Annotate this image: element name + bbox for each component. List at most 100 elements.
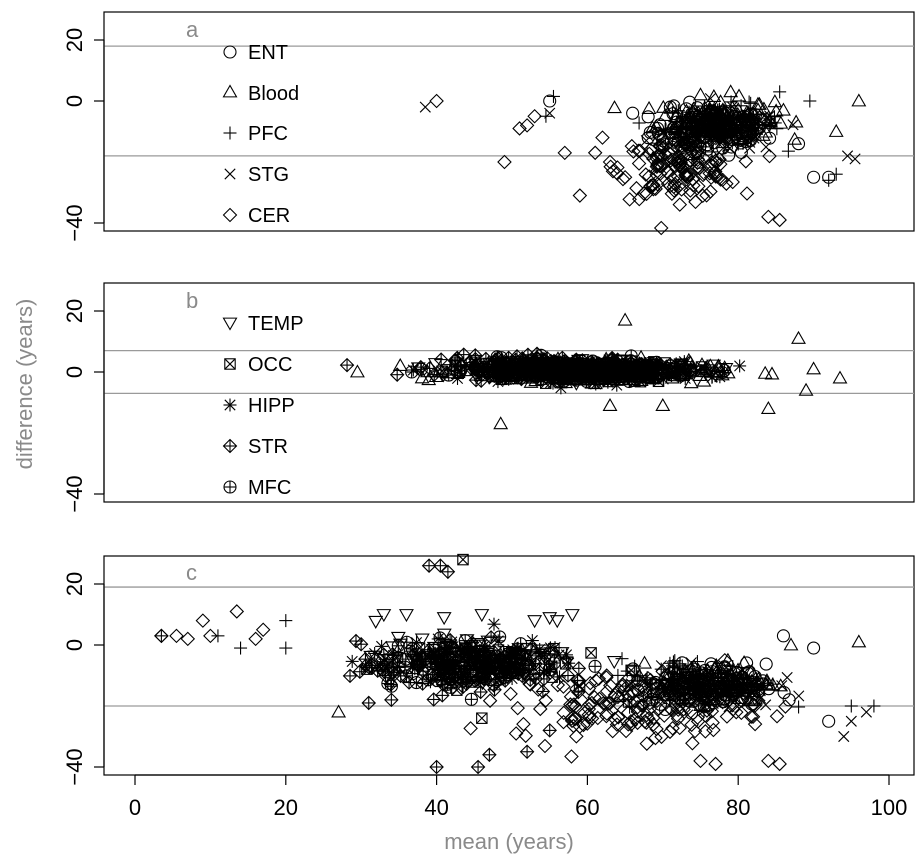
cer-point bbox=[708, 756, 723, 772]
legend-label-occ: OCC bbox=[248, 354, 292, 376]
legend-item-pfc: PFC bbox=[223, 123, 288, 145]
cer-point bbox=[688, 194, 703, 210]
stg-point bbox=[763, 117, 775, 129]
legend-item-hipp: HIPP bbox=[223, 395, 295, 417]
cer-point bbox=[482, 693, 498, 708]
cer-point bbox=[686, 178, 701, 193]
cer-point bbox=[655, 138, 670, 153]
cer-point bbox=[654, 729, 669, 745]
cer-point bbox=[537, 738, 553, 754]
stg-point bbox=[761, 111, 773, 123]
pfc-point bbox=[744, 96, 758, 110]
stg-point bbox=[656, 126, 668, 138]
stg-point bbox=[699, 694, 711, 707]
str-point bbox=[519, 744, 535, 760]
panel-a-legend: ENT Blood PFC STG CER bbox=[222, 42, 299, 227]
blood-point bbox=[637, 655, 652, 669]
cer-point bbox=[687, 723, 703, 739]
cer-point bbox=[745, 698, 761, 713]
triangle-point bbox=[633, 349, 649, 363]
cer-point bbox=[614, 679, 630, 694]
cer-point bbox=[622, 688, 638, 704]
cer-point bbox=[203, 628, 218, 644]
cer-point bbox=[630, 704, 646, 719]
cer-point bbox=[649, 693, 665, 709]
legend-label-cer: CER bbox=[248, 205, 290, 227]
stg-point bbox=[674, 123, 686, 135]
mfc-point bbox=[405, 642, 419, 656]
cer-point bbox=[645, 710, 661, 726]
legend-item-cer: CER bbox=[222, 205, 290, 227]
cer-point bbox=[665, 720, 680, 736]
temp-point bbox=[564, 609, 580, 623]
cer-point bbox=[663, 684, 678, 700]
occ-point bbox=[573, 680, 586, 692]
blood-point bbox=[787, 131, 803, 145]
cer-point bbox=[704, 703, 720, 719]
pfc-point bbox=[803, 94, 817, 108]
legend-item-blood: Blood bbox=[222, 83, 299, 105]
triangle-point bbox=[479, 363, 495, 377]
cer-point bbox=[634, 698, 649, 713]
pfc-symbol-icon-mark bbox=[223, 126, 237, 140]
cer-point bbox=[610, 689, 626, 705]
triangle-point bbox=[567, 372, 582, 386]
cer-point bbox=[734, 705, 749, 721]
stg-point bbox=[793, 690, 805, 702]
triangle-point bbox=[392, 357, 408, 372]
triangle-point bbox=[608, 367, 624, 381]
mfc-point bbox=[419, 654, 433, 669]
cer-point bbox=[564, 749, 579, 764]
x-tick-label: 80 bbox=[726, 795, 750, 820]
legend-label-mfc: MFC bbox=[248, 477, 291, 499]
legend-label-pfc: PFC bbox=[248, 123, 288, 145]
mfc-point bbox=[534, 348, 548, 362]
hipp-point bbox=[562, 656, 576, 670]
cer-point bbox=[769, 708, 785, 724]
cer-point bbox=[684, 717, 699, 733]
triangle-point bbox=[585, 367, 601, 381]
triangle-point bbox=[649, 357, 665, 371]
y-axis-title: difference (years) bbox=[12, 299, 37, 470]
mfc-point bbox=[384, 679, 398, 693]
triangle-point bbox=[528, 366, 544, 380]
triangle-point bbox=[469, 358, 485, 372]
pfc-point bbox=[730, 119, 744, 133]
str-point bbox=[456, 347, 472, 362]
cer-point bbox=[679, 146, 694, 162]
pfc-point bbox=[792, 700, 806, 714]
cer-point bbox=[637, 681, 652, 697]
panel-b-points bbox=[339, 312, 848, 430]
stg-point bbox=[677, 111, 689, 123]
pfc-point bbox=[615, 652, 629, 666]
ent-symbol-icon bbox=[223, 45, 237, 59]
pfc-point bbox=[279, 614, 293, 628]
str-point bbox=[473, 684, 488, 700]
pfc-point bbox=[211, 629, 225, 643]
cer-point bbox=[725, 174, 740, 190]
pfc-symbol-icon bbox=[223, 126, 237, 140]
stg-point bbox=[704, 685, 716, 698]
cer-point bbox=[564, 713, 580, 729]
triangle-point bbox=[702, 358, 718, 372]
cer-point bbox=[690, 152, 705, 168]
mfc-point bbox=[502, 663, 516, 677]
hipp-point bbox=[345, 654, 359, 668]
cer-point bbox=[503, 686, 518, 702]
blood-symbol-icon bbox=[222, 84, 238, 98]
pfc-point bbox=[829, 167, 843, 181]
stg-point bbox=[732, 674, 744, 686]
stg-point bbox=[742, 135, 754, 147]
triangle-point bbox=[554, 358, 570, 372]
stg-point bbox=[758, 110, 770, 122]
stg-point bbox=[685, 657, 697, 669]
triangle-point bbox=[552, 357, 567, 371]
cer-point bbox=[563, 689, 579, 704]
mfc-point bbox=[449, 359, 463, 373]
pfc-point bbox=[630, 670, 644, 684]
cer-point bbox=[564, 711, 579, 726]
triangle-point bbox=[683, 375, 699, 389]
triangle-point bbox=[512, 354, 528, 369]
cer-point bbox=[631, 156, 647, 171]
mfc-point bbox=[375, 662, 389, 676]
